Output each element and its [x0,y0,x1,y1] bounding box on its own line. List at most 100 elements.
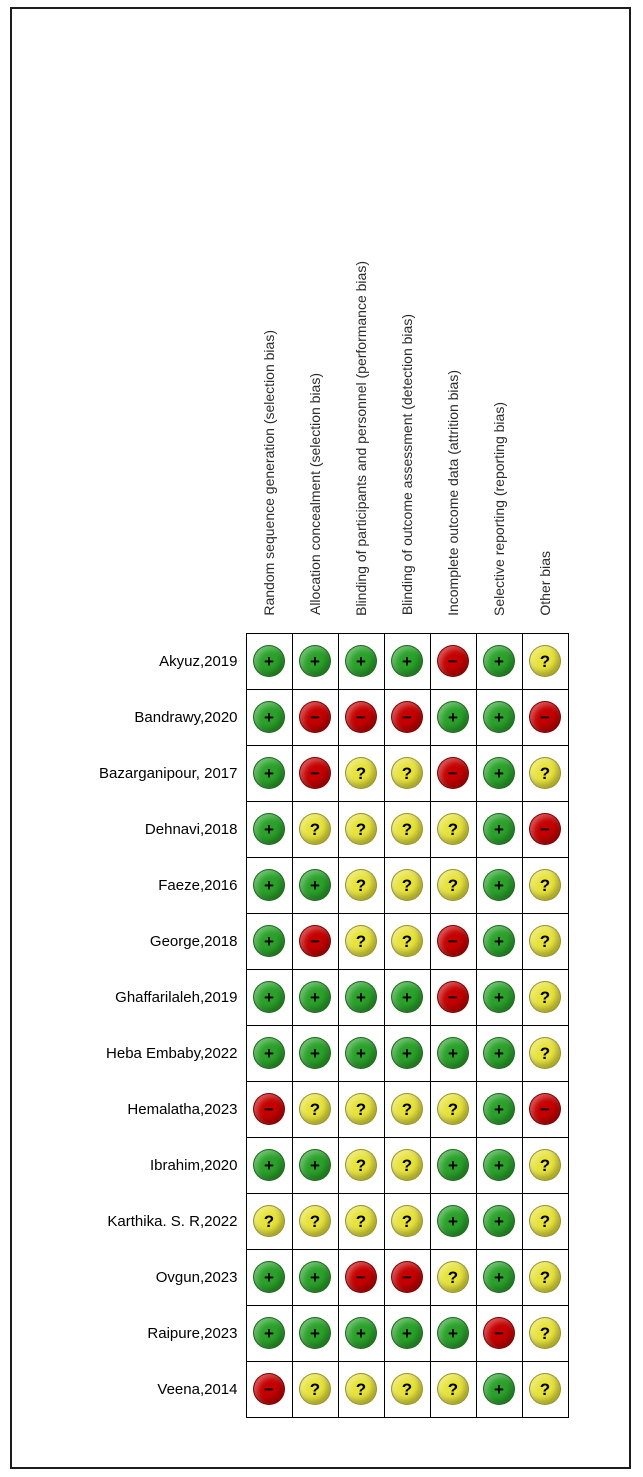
judgment-cell: + [475,1080,523,1138]
judgment-cell: − [337,1248,385,1306]
judgment-cell: − [291,688,339,746]
column-header: Blinding of participants and personnel (… [338,17,384,633]
judgment-cell: + [245,968,293,1026]
high-risk-icon: − [299,757,331,789]
judgment-cell: + [337,968,385,1026]
unclear-risk-icon: ? [345,1373,377,1405]
low-risk-icon: + [253,1317,285,1349]
low-risk-icon: + [483,701,515,733]
study-row: Heba Embaby,2022 + + + + + +? [16,1024,569,1082]
high-risk-icon: − [437,925,469,957]
judgment-cell: + [383,632,431,690]
high-risk-icon: − [391,1261,423,1293]
low-risk-icon: + [483,1205,515,1237]
low-risk-icon: + [345,1317,377,1349]
judgment-cell: + [291,1136,339,1194]
column-header: Blinding of outcome assessment (detectio… [384,17,430,633]
judgment-cell: + [337,1304,385,1362]
judgment-cell: ? [521,744,569,802]
low-risk-icon: + [253,1037,285,1069]
low-risk-icon: + [299,1037,331,1069]
high-risk-icon: − [529,701,561,733]
low-risk-icon: + [345,645,377,677]
column-header-label: Random sequence generation (selection bi… [260,329,277,616]
unclear-risk-icon: ? [529,757,561,789]
study-row: Ovgun,2023 + + − −? +? [16,1248,569,1306]
low-risk-icon: + [483,813,515,845]
low-risk-icon: + [253,645,285,677]
judgment-cell: + [337,1024,385,1082]
judgment-cell: ? [245,1192,293,1250]
low-risk-icon: + [253,925,285,957]
unclear-risk-icon: ? [345,757,377,789]
study-label: Bazarganipour, 2017 [99,764,238,782]
low-risk-icon: + [483,1373,515,1405]
judgment-cell: ? [521,632,569,690]
low-risk-icon: + [483,925,515,957]
judgment-cell: ? [383,1360,431,1418]
judgment-cell: − [291,912,339,970]
judgment-cell: + [475,856,523,914]
judgment-cell: ? [383,744,431,802]
judgment-cell: ? [521,1304,569,1362]
judgment-cell: + [475,912,523,970]
judgment-cell: + [291,1024,339,1082]
low-risk-icon: + [483,1093,515,1125]
unclear-risk-icon: ? [391,1093,423,1125]
high-risk-icon: − [529,813,561,845]
judgment-cell: + [429,1192,477,1250]
judgment-cell: + [383,1024,431,1082]
unclear-risk-icon: ? [299,813,331,845]
study-label: Ghaffarilaleh,2019 [115,988,238,1006]
judgment-cell: ? [291,800,339,858]
low-risk-icon: + [253,1261,285,1293]
judgment-cell: + [475,800,523,858]
judgment-cell: ? [429,1080,477,1138]
low-risk-icon: + [345,981,377,1013]
judgment-cell: ? [383,1192,431,1250]
column-header-label: Other bias [536,550,553,616]
judgment-cell: − [245,1080,293,1138]
judgment-cell: ? [521,1192,569,1250]
judgment-cell: ? [383,856,431,914]
low-risk-icon: + [483,645,515,677]
high-risk-icon: − [345,1261,377,1293]
judgment-cell: − [429,744,477,802]
unclear-risk-icon: ? [529,645,561,677]
low-risk-icon: + [437,1037,469,1069]
judgment-cell: ? [337,912,385,970]
low-risk-icon: + [483,1261,515,1293]
column-header: Selective reporting (reporting bias) [476,17,522,633]
study-label: Ovgun,2023 [155,1268,238,1286]
judgment-cell: ? [521,1360,569,1418]
study-label: Ibrahim,2020 [149,1156,238,1174]
study-row: Karthika. S. R,2022???? + +? [16,1192,569,1250]
low-risk-icon: + [483,757,515,789]
unclear-risk-icon: ? [529,1317,561,1349]
low-risk-icon: + [299,1317,331,1349]
unclear-risk-icon: ? [437,869,469,901]
judgment-cell: + [475,1136,523,1194]
study-label: Raipure,2023 [147,1324,238,1342]
judgment-cell: + [245,688,293,746]
unclear-risk-icon: ? [345,1205,377,1237]
judgment-cell: ? [383,912,431,970]
judgment-cell: ? [521,912,569,970]
unclear-risk-icon: ? [345,1149,377,1181]
judgment-cell: + [245,744,293,802]
unclear-risk-icon: ? [529,981,561,1013]
low-risk-icon: + [299,869,331,901]
study-row: Ibrahim,2020 + +?? + +? [16,1136,569,1194]
unclear-risk-icon: ? [391,813,423,845]
judgment-cell: ? [521,1248,569,1306]
judgment-cell: ? [291,1080,339,1138]
rob-table: Random sequence generation (selection bi… [16,17,569,1418]
unclear-risk-icon: ? [299,1373,331,1405]
column-header-label: Allocation concealment (selection bias) [306,373,323,616]
study-row: Bandrawy,2020 + − − − + + − [16,688,569,746]
low-risk-icon: + [391,645,423,677]
judgment-cell: − [291,744,339,802]
low-risk-icon: + [253,1149,285,1181]
judgment-cell: ? [337,856,385,914]
judgment-cell: − [429,912,477,970]
